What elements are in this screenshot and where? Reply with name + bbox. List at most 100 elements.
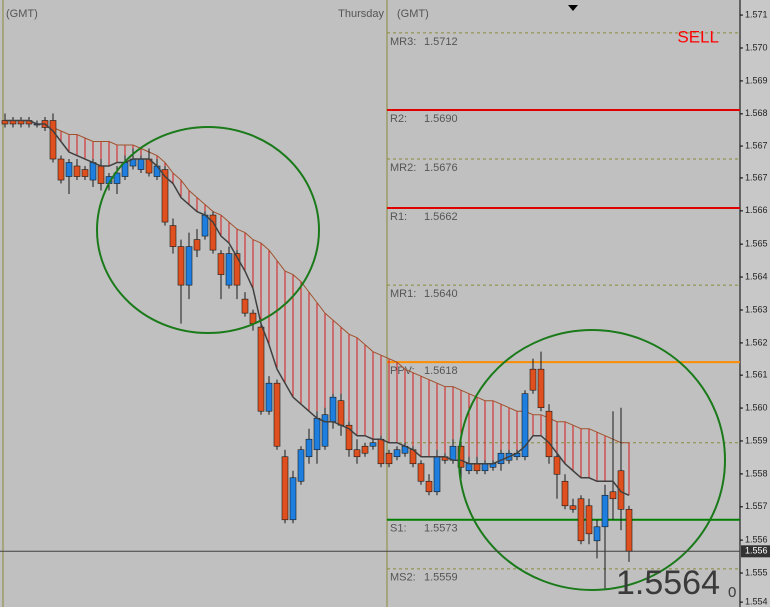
- candle-body: [385, 452, 393, 465]
- y-tick-label: 1.559: [745, 435, 768, 445]
- day-label: Thursday: [338, 8, 384, 20]
- candle-body: [281, 456, 289, 521]
- candle-body: [177, 246, 185, 286]
- candle-body: [265, 382, 273, 412]
- y-tick-label: 1.567: [745, 140, 768, 150]
- y-tick-label: 1.556: [745, 534, 768, 544]
- candle-body: [569, 505, 577, 510]
- candle-body: [137, 158, 145, 170]
- candle-body: [465, 463, 473, 472]
- y-tick-label: 1.562: [745, 337, 768, 347]
- pivot-name: MR3:: [390, 36, 416, 48]
- y-tick-label: 1.560: [745, 402, 768, 412]
- candle-body: [249, 312, 257, 324]
- plot: MR3: 1.5712 R2: 1.5690 MR2: 1.5676 R1: 1.5662 MR…: [1, 32, 740, 590]
- candle-body: [561, 480, 569, 507]
- candle-body: [345, 424, 353, 451]
- highlight-circle: [458, 329, 726, 591]
- candle-body: [185, 246, 193, 286]
- candle-body: [537, 368, 545, 409]
- candle-body: [545, 410, 553, 458]
- candle-body: [161, 169, 169, 223]
- y-tick-label: 1.555: [745, 567, 768, 577]
- y-tick-label: 1.564: [745, 271, 768, 281]
- candle-body: [553, 456, 561, 475]
- candle-body: [601, 494, 609, 528]
- y-tick-label: 1.558: [745, 468, 768, 478]
- candle-body: [81, 169, 89, 177]
- pivot-name: R2:: [390, 113, 407, 125]
- candle-body: [361, 445, 369, 454]
- pivot-value: 1.5676: [424, 162, 458, 174]
- pivot-name: MS2:: [390, 572, 416, 584]
- candle-body: [481, 463, 489, 472]
- candle-body: [49, 120, 57, 160]
- pivot-value: 1.5712: [424, 36, 458, 48]
- y-tick-label: 1.563: [745, 304, 768, 314]
- timezone-label: (GMT): [397, 8, 429, 20]
- candle-body: [329, 396, 337, 423]
- candle-body: [593, 526, 601, 542]
- y-tick-label: 1.571: [745, 9, 768, 19]
- candle-body: [241, 298, 249, 314]
- y-tick-label: 1.568: [745, 108, 768, 118]
- candle-body: [529, 368, 537, 391]
- pivot-value: 1.5662: [424, 211, 458, 223]
- candle-body: [297, 449, 305, 482]
- candle-body: [433, 456, 441, 493]
- candle-body: [417, 463, 425, 482]
- candle-body: [449, 445, 457, 461]
- moving-average: [5, 119, 630, 496]
- candle-body: [497, 452, 505, 465]
- candle-body: [65, 162, 73, 177]
- candle-body: [617, 470, 625, 510]
- candle-body: [377, 438, 385, 465]
- pivot-value: 1.5640: [424, 288, 458, 300]
- shift-marker: [568, 5, 578, 11]
- candle-body: [369, 442, 377, 447]
- current-price-big: 1.5564: [616, 564, 720, 602]
- current-price-axis-label: 1.556: [745, 546, 768, 556]
- candle-body: [73, 165, 81, 177]
- pivot-name: S1:: [390, 523, 407, 535]
- candle-body: [97, 165, 105, 184]
- y-tick-label: 1.566: [745, 205, 768, 215]
- candle-body: [257, 326, 265, 412]
- candle-body: [233, 253, 241, 286]
- candle-body: [473, 463, 481, 472]
- candle-body: [393, 449, 401, 458]
- y-tick-label: 1.561: [745, 370, 768, 380]
- candle-body: [89, 162, 97, 181]
- y-tick-label: 1.554: [745, 596, 768, 606]
- candle-body: [209, 214, 217, 251]
- candle-body: [321, 414, 329, 447]
- candle-body: [273, 382, 281, 447]
- candle-body: [113, 172, 121, 184]
- candle-body: [609, 491, 617, 500]
- pivot-name: R1:: [390, 211, 407, 223]
- pivot-name: MR2:: [390, 162, 416, 174]
- pivot-name: PPV:: [390, 365, 415, 377]
- candle-body: [457, 445, 465, 468]
- candle-body: [313, 417, 321, 451]
- candle-body: [577, 498, 585, 542]
- candle-body: [337, 400, 345, 426]
- pivot-value: 1.5573: [424, 523, 458, 535]
- candle-body: [169, 225, 177, 247]
- price-suffix: 0: [728, 584, 736, 601]
- candle-body: [57, 158, 65, 181]
- candle-body: [521, 393, 529, 458]
- candle-body: [289, 477, 297, 521]
- y-tick-label: 1.565: [745, 239, 768, 249]
- timezone-label: (GMT): [6, 8, 38, 20]
- signal-label: SELL: [677, 27, 719, 46]
- candle-body: [225, 253, 233, 286]
- current-price-box: [741, 545, 770, 558]
- y-tick-label: 1.567: [745, 172, 768, 182]
- y-tick-label: 1.557: [745, 501, 768, 511]
- pivot-name: MR1:: [390, 288, 416, 300]
- pivot-value: 1.5559: [424, 572, 458, 584]
